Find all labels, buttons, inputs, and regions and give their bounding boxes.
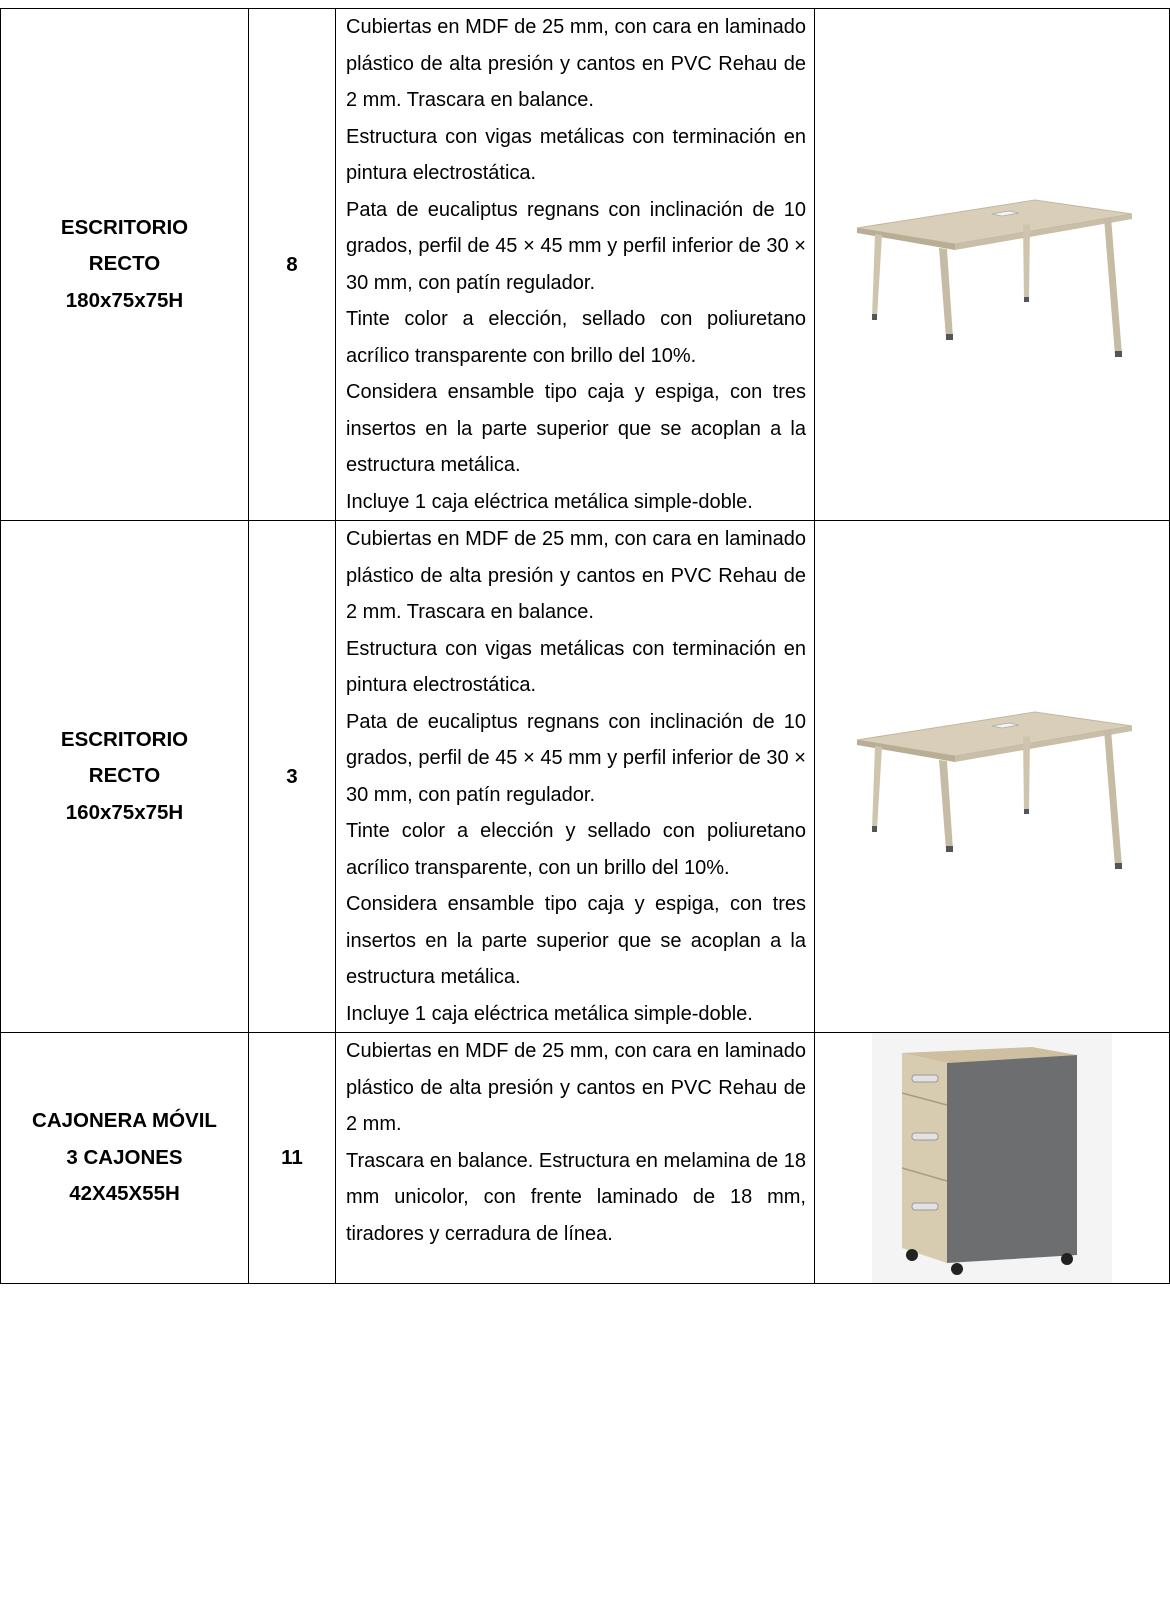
image-cell (814, 520, 1170, 1033)
desk-image (856, 198, 1133, 357)
description-paragraph: Incluye 1 caja eléctrica metálica simple… (346, 490, 753, 513)
quantity: 3 (286, 764, 298, 788)
description-paragraph: Trascara en balance. Estructura en melam… (346, 1149, 806, 1245)
description-paragraph: Estructura con vigas metálicas con termi… (346, 125, 806, 185)
description-paragraph: Considera ensamble tipo caja y espiga, c… (346, 381, 806, 476)
quantity-cell: 8 (248, 8, 336, 521)
quantity-cell: 11 (248, 1032, 336, 1284)
product-name-line: 42X45X55H (69, 1182, 180, 1206)
product-table: ESCRITORIO RECTO 180x75x75H 8 Cubiertas en M… (0, 8, 1170, 1284)
description-paragraph: Considera ensamble tipo caja y espiga, c… (346, 893, 806, 988)
description-paragraph: Cubiertas en MDF de 25 mm, con cara en l… (346, 1040, 806, 1135)
product-name-line: 160x75x75H (65, 800, 184, 824)
product-name-line: 3 CAJONES (66, 1145, 183, 1169)
description-paragraph: Pata de eucaliptus regnans con inclinaci… (346, 710, 806, 806)
product-name-line: RECTO (88, 252, 161, 276)
description-cell: Cubiertas en MDF de 25 mm, con cara en l… (335, 8, 815, 521)
product-name-line: ESCRITORIO (60, 215, 189, 239)
product-name-line: RECTO (88, 764, 161, 788)
table-row: CAJONERA MÓVIL 3 CAJONES 42X45X55H 11 Cubier… (0, 1032, 1170, 1284)
name-cell: ESCRITORIO RECTO 180x75x75H (0, 8, 249, 521)
description-cell: Cubiertas en MDF de 25 mm, con cara en l… (335, 1032, 815, 1284)
product-name-line: 180x75x75H (65, 288, 184, 312)
quantity: 8 (286, 252, 298, 276)
description-paragraph: Pata de eucaliptus regnans con inclinaci… (346, 198, 806, 294)
product-name-line: ESCRITORIO (60, 727, 189, 751)
quantity: 11 (281, 1146, 303, 1169)
drawer-image (872, 1033, 1112, 1283)
quantity-cell: 3 (248, 520, 336, 1033)
image-cell (814, 1032, 1170, 1284)
description-cell: Cubiertas en MDF de 25 mm, con cara en l… (335, 520, 815, 1033)
description-paragraph: Cubiertas en MDF de 25 mm, con cara en l… (346, 528, 806, 623)
description-paragraph: Estructura con vigas metálicas con termi… (346, 637, 806, 697)
product-name-line: CAJONERA MÓVIL (32, 1109, 217, 1133)
description-paragraph: Tinte color a elección, sellado con poli… (346, 308, 806, 367)
name-cell: ESCRITORIO RECTO 160x75x75H (0, 520, 249, 1033)
description-paragraph: Cubiertas en MDF de 25 mm, con cara en l… (346, 16, 806, 111)
image-cell (814, 8, 1170, 521)
description-paragraph: Tinte color a elección y sellado con pol… (346, 820, 806, 879)
description-paragraph: Incluye 1 caja eléctrica metálica simple… (346, 1002, 753, 1025)
table-row: ESCRITORIO RECTO 180x75x75H 8 Cubiertas en M… (0, 8, 1170, 521)
name-cell: CAJONERA MÓVIL 3 CAJONES 42X45X55H (0, 1032, 249, 1284)
table-row: ESCRITORIO RECTO 160x75x75H 3 Cubiertas en M… (0, 520, 1170, 1033)
desk-image (856, 710, 1133, 869)
